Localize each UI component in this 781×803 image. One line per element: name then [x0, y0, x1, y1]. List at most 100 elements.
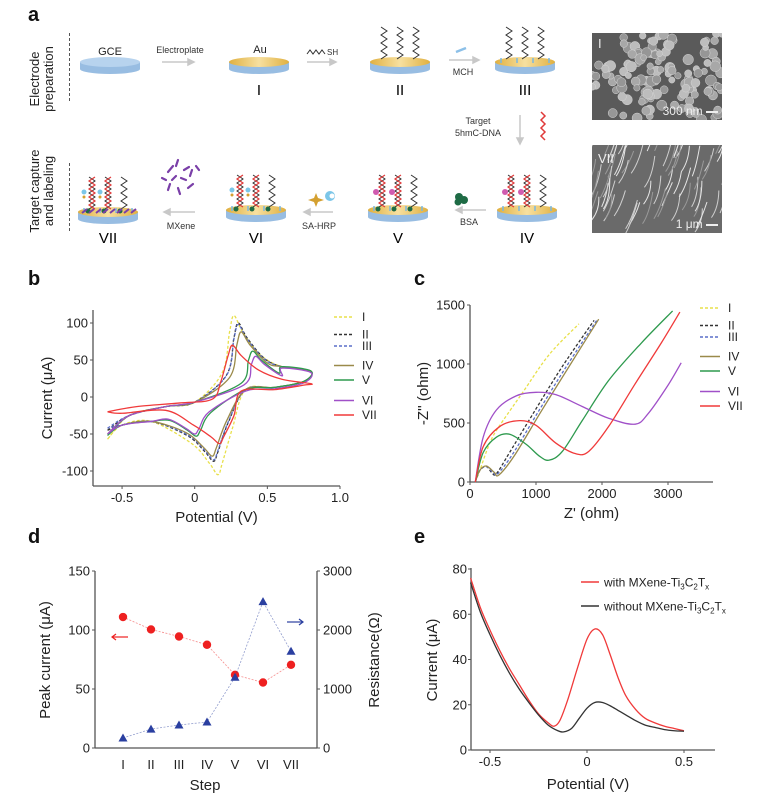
sem-wrinkle	[625, 202, 638, 233]
x-axis-title: Potential (V)	[175, 509, 258, 526]
sem-wrinkle	[719, 206, 722, 214]
sem-scale-bar: 300 nm	[663, 104, 718, 118]
legend-label: I	[362, 310, 365, 324]
dpv-curve-without-mxene	[469, 582, 685, 733]
panel-label-a: a	[28, 4, 40, 26]
sem-label: VII	[598, 151, 614, 166]
cv-curve-IV	[107, 331, 313, 457]
hrp-icon	[82, 195, 86, 199]
sem-particle	[633, 84, 641, 92]
mxene-flake	[166, 164, 175, 174]
legend-label: without MXene-Ti3C2Tx	[603, 600, 726, 616]
sem-particle	[656, 99, 668, 111]
sem-wrinkle	[592, 196, 600, 221]
sem-wrinkle	[602, 165, 613, 198]
y-tick-label: 100	[68, 623, 90, 638]
target-dna	[251, 174, 261, 208]
x-axis-title: Potential (V)	[547, 776, 630, 793]
legend-item-II: II	[334, 328, 369, 342]
peak-current-point-IV	[202, 640, 212, 649]
bsa-icon	[391, 206, 397, 212]
legend-label: III	[728, 330, 738, 344]
electrode-GCE	[80, 57, 140, 74]
mxene-flake	[179, 176, 188, 182]
hrp-icon	[246, 193, 250, 197]
x-tick-label: 3000	[654, 486, 683, 501]
sem-label: I	[598, 36, 602, 51]
nyquist-curve-IV	[474, 318, 600, 483]
sem-wrinkle	[673, 145, 679, 159]
sem-particle	[690, 90, 699, 99]
probe-dna	[537, 26, 545, 60]
mxene-flake	[188, 168, 194, 178]
step-mxene: MXene	[167, 221, 196, 231]
mxene-flake	[170, 174, 178, 182]
5hmc-tag-icon	[518, 189, 524, 195]
sem-wrinkle	[630, 145, 644, 174]
bsa-icon	[265, 206, 271, 212]
cv-curve-I	[107, 314, 313, 476]
legend-label: III	[362, 339, 372, 353]
bsa-icon	[233, 206, 239, 212]
cv-curve-III	[107, 323, 313, 461]
legend-item-VI: VI	[334, 394, 373, 408]
peak-current-point-II	[146, 625, 156, 634]
peak-current-point-I	[118, 612, 128, 622]
y-axis-title-left: Peak current (μA)	[37, 601, 54, 719]
y-tick-label: 1000	[436, 357, 465, 372]
thiol-probe-icon	[306, 49, 326, 55]
y-tick-label: 50	[74, 353, 88, 368]
legend-item-I: I	[334, 310, 365, 324]
sem-wrinkle	[667, 150, 679, 176]
y-tick-label: 0	[460, 743, 467, 758]
scale-bar-text: 1 μm	[675, 217, 703, 231]
legend-item-V: V	[700, 364, 736, 378]
sem-particle	[710, 36, 719, 45]
au-label: Au	[253, 44, 266, 56]
probe-dna	[252, 174, 260, 208]
sem-particle	[693, 68, 703, 78]
target-dna	[235, 174, 245, 208]
target-dna	[103, 176, 113, 210]
sem-particle	[709, 60, 721, 72]
probe-dna	[104, 176, 112, 210]
nyquist-curve-V	[474, 310, 674, 483]
sem-wrinkle	[602, 180, 616, 212]
legend-label: IV	[362, 359, 373, 373]
left-axis-arrow-head	[111, 633, 117, 641]
legend-label: VII	[362, 408, 377, 422]
step-bsa: BSA	[460, 217, 478, 227]
y-tick-label: 0	[83, 741, 90, 756]
chart-cv: -0.5 0 0.5 1.0 -100 -50 0 50 100 Potential (V) Cur…	[39, 310, 377, 526]
sem-particle	[624, 72, 632, 79]
legend-label: VI	[362, 394, 373, 408]
x-tick-label: IV	[201, 757, 214, 772]
y-tick-label: 20	[453, 697, 467, 712]
sem-wrinkle	[625, 199, 638, 229]
mxene-flake	[176, 186, 182, 196]
x-axis-title: Z' (ohm)	[564, 505, 619, 522]
x-tick-label: 0.5	[675, 754, 693, 769]
sem-particle	[592, 83, 596, 91]
nyquist-curve-I	[474, 323, 580, 483]
electrode-V	[368, 174, 428, 222]
legend-label: VI	[728, 385, 739, 399]
legend-item-IV: IV	[334, 359, 373, 373]
sem-wrinkle	[711, 190, 720, 218]
sem-particle	[601, 64, 610, 73]
sem-wrinkle	[678, 167, 692, 198]
sem-wrinkle	[592, 164, 602, 196]
step-target-line1: Target	[465, 116, 491, 126]
sem-wrinkle	[642, 191, 654, 224]
probe-dna	[507, 174, 515, 208]
sa-hrp-icon	[308, 191, 335, 207]
sem-wrinkle	[718, 145, 722, 154]
resistance-point-V	[230, 672, 240, 681]
sem-wrinkle	[614, 145, 626, 176]
series-line-resistance	[122, 600, 292, 739]
row-divider	[69, 33, 70, 101]
chart-dpv: -0.5 0 0.5 0 20 40 60 80 Potential (V) Current (μ…	[424, 562, 726, 794]
sem-particle	[705, 74, 717, 87]
sem-particle	[656, 50, 663, 58]
mxene-flake	[123, 208, 130, 214]
